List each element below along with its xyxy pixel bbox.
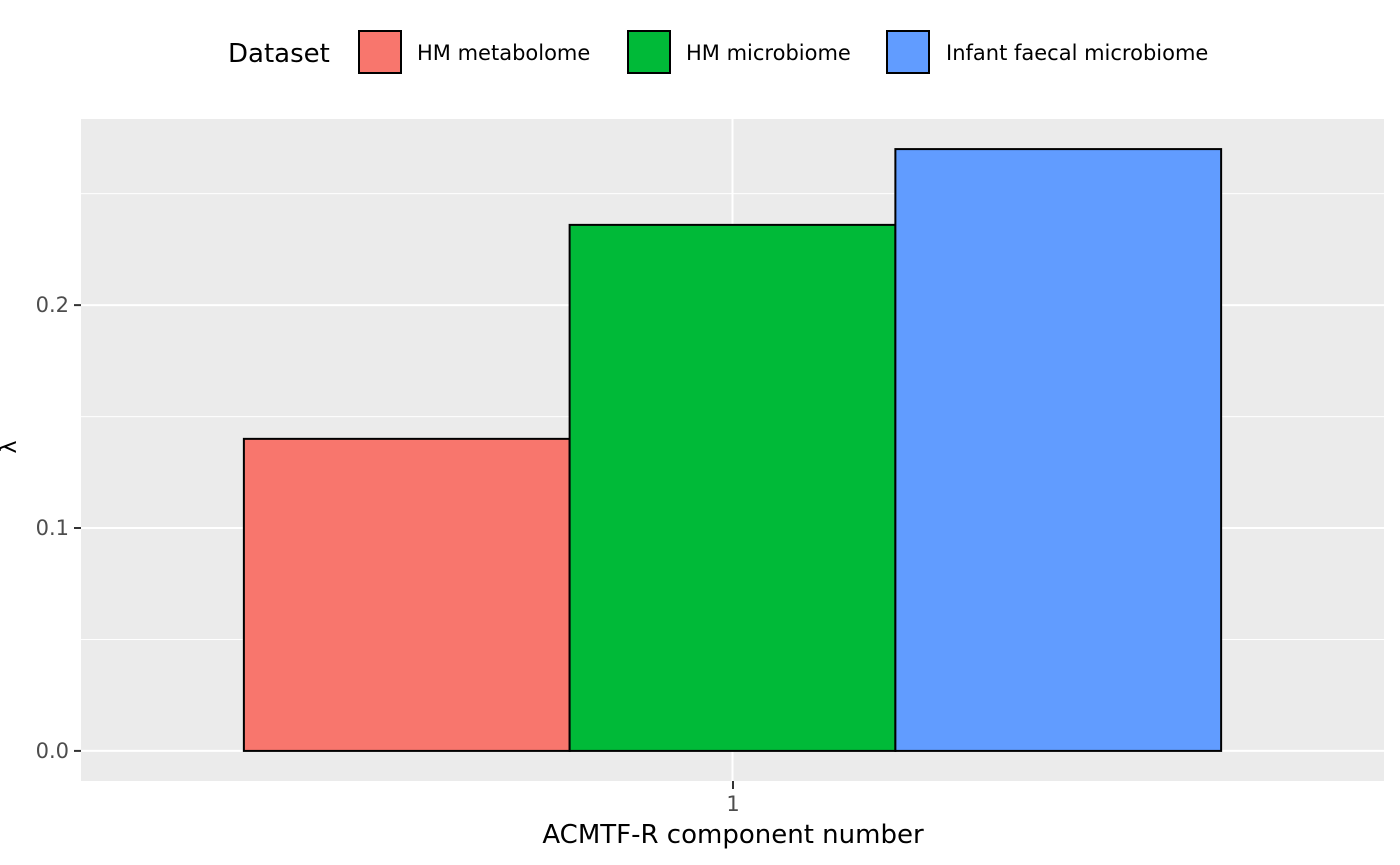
legend-label-hm-metabolome: HM metabolome — [417, 41, 590, 65]
legend-key-infant-faecal-microbiome — [886, 30, 930, 74]
legend-label-hm-microbiome: HM microbiome — [686, 41, 851, 65]
x-tick-label: 1 — [726, 792, 739, 816]
legend-title: Dataset — [228, 39, 330, 69]
x-axis-title: ACMTF-R component number — [542, 820, 924, 850]
y-axis: 0.0 0.1 0.2 — [36, 293, 81, 763]
x-axis: 1 — [726, 781, 740, 816]
bars — [242, 148, 1223, 752]
legend-key-hm-metabolome — [358, 30, 402, 74]
bar-hm-microbiome — [568, 223, 897, 752]
bar-hm-metabolome — [242, 437, 571, 752]
legend: Dataset HM metabolome HM microbiome Infa… — [228, 30, 1208, 74]
legend-key-hm-microbiome — [627, 30, 671, 74]
y-tick-label: 0.2 — [36, 293, 69, 317]
legend-label-infant-faecal-microbiome: Infant faecal microbiome — [946, 41, 1208, 65]
y-tick-label: 0.1 — [36, 516, 69, 540]
y-axis-title: λ — [0, 440, 22, 453]
bar-infant-faecal-microbiome — [894, 148, 1223, 752]
y-tick-label: 0.0 — [36, 739, 69, 763]
